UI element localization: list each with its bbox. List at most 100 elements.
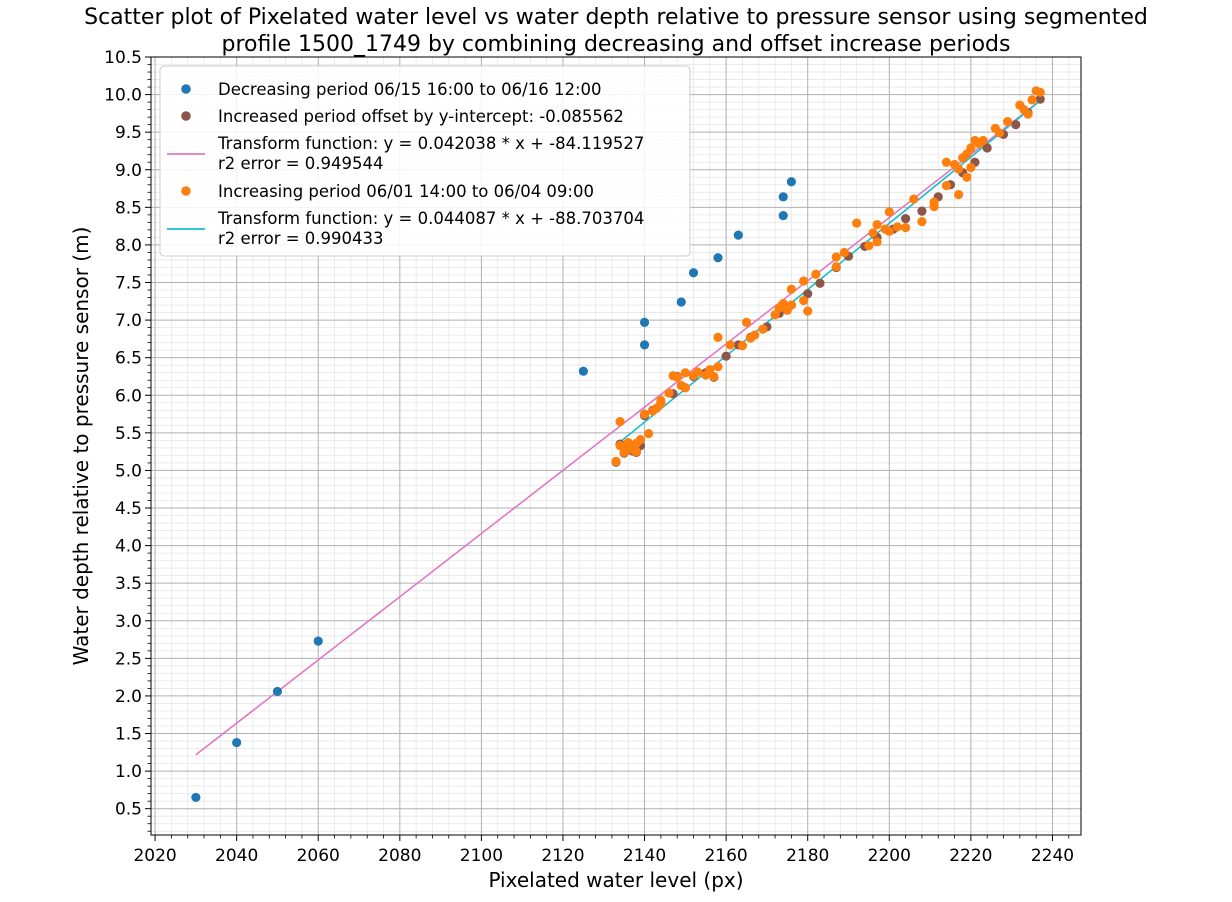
point-series-2 <box>1027 95 1037 105</box>
point-series-2 <box>929 197 939 207</box>
point-series-0 <box>778 211 788 221</box>
legend-label-0: Decreasing period 06/15 16:00 to 06/16 1… <box>218 80 602 99</box>
point-series-2 <box>954 189 964 200</box>
y-tick-labels: 0.5 1.0 1.5 2.0 2.5 3.0 3.5 4.0 4.5 5.0 5.5 6.0 6.5 7… <box>104 48 142 820</box>
legend-label-2-0: Transform function: y = 0.042038 * x + -… <box>217 134 644 153</box>
chart-title: Scatter plot of Pixelated water level vs… <box>0 4 1232 58</box>
point-series-2 <box>994 128 1005 138</box>
point-series-2 <box>778 298 788 309</box>
point-series-2 <box>941 157 951 167</box>
point-series-0 <box>733 230 743 240</box>
point-series-0 <box>191 792 201 803</box>
point-series-2 <box>611 456 621 467</box>
y-tick-label: 10.5 <box>104 48 142 68</box>
axis-ticks <box>145 56 1070 841</box>
point-series-1 <box>803 289 813 299</box>
y-tick-label: 6.0 <box>115 386 142 406</box>
y-tick-label: 6.5 <box>115 349 142 369</box>
point-series-2 <box>884 226 894 236</box>
point-series-2 <box>644 428 654 439</box>
point-series-2 <box>750 330 760 340</box>
point-series-0 <box>313 636 323 646</box>
y-tick-label: 8.0 <box>115 236 142 256</box>
x-tick-label: 2040 <box>215 846 258 866</box>
point-series-2 <box>978 135 988 146</box>
point-series-2 <box>615 416 625 427</box>
point-series-2 <box>635 435 646 445</box>
legend-marker-3 <box>181 186 191 196</box>
point-series-2 <box>1035 87 1045 97</box>
y-tick-label: 0.5 <box>115 800 142 820</box>
y-tick-label: 3.5 <box>115 574 142 594</box>
point-series-2 <box>664 388 674 398</box>
y-tick-label: 8.5 <box>115 198 142 218</box>
y-tick-label: 7.0 <box>115 311 142 331</box>
point-series-2 <box>831 252 841 262</box>
point-series-0 <box>272 686 283 697</box>
x-tick-label: 2020 <box>133 846 176 866</box>
point-series-2 <box>868 228 878 238</box>
point-series-2 <box>839 247 850 258</box>
x-tick-label: 2140 <box>623 846 666 866</box>
y-tick-label: 4.5 <box>115 499 142 519</box>
legend-label-3: Increasing period 06/01 14:00 to 06/04 0… <box>218 182 594 201</box>
point-series-1 <box>917 206 927 216</box>
y-tick-label: 4.0 <box>115 537 142 557</box>
x-tick-labels: 2020 2040 2060 2080 2100 2120 2140 2160 2180 2200… <box>133 846 1074 866</box>
point-series-2 <box>803 306 813 316</box>
point-series-2 <box>713 332 723 342</box>
legend-label-1: Increased period offset by y-intercept: … <box>218 107 624 126</box>
y-tick-label: 1.5 <box>115 725 142 745</box>
point-series-1 <box>721 351 731 361</box>
point-series-0 <box>688 268 699 278</box>
point-series-2 <box>852 218 862 228</box>
point-series-2 <box>758 324 768 334</box>
point-series-2 <box>741 317 752 327</box>
point-series-2 <box>892 222 903 232</box>
point-series-2 <box>901 223 911 233</box>
legend-box <box>159 65 691 257</box>
point-series-2 <box>872 237 882 247</box>
point-series-2 <box>786 300 796 310</box>
point-series-0 <box>778 192 788 202</box>
legend-label-4-0: Transform function: y = 0.044087 * x + -… <box>217 209 644 228</box>
x-tick-label: 2060 <box>297 846 340 866</box>
point-series-2 <box>799 295 809 306</box>
point-series-0 <box>676 297 686 307</box>
point-series-2 <box>909 194 919 204</box>
point-series-2 <box>713 362 723 372</box>
point-series-2 <box>962 172 972 182</box>
point-series-2 <box>656 395 666 406</box>
legend-label-4-1: r2 error = 0.990433 <box>218 229 384 248</box>
y-tick-label: 9.0 <box>115 161 142 181</box>
point-series-2 <box>705 365 715 375</box>
chart-title-line-1: Scatter plot of Pixelated water level vs… <box>84 5 1148 30</box>
point-series-2 <box>884 207 894 217</box>
point-series-2 <box>954 164 964 174</box>
point-series-2 <box>917 217 927 227</box>
legend-marker-0 <box>181 84 191 94</box>
point-series-2 <box>872 220 882 230</box>
y-tick-label: 5.5 <box>115 424 142 444</box>
x-tick-label: 2100 <box>460 846 503 866</box>
point-series-2 <box>623 438 633 448</box>
point-series-0 <box>578 366 588 376</box>
y-tick-label: 2.5 <box>115 649 142 669</box>
point-series-2 <box>811 269 821 279</box>
point-series-2 <box>1002 117 1013 127</box>
point-series-2 <box>864 241 874 251</box>
x-tick-label: 2120 <box>541 846 584 866</box>
point-series-2 <box>799 276 809 286</box>
y-tick-label: 2.0 <box>115 687 142 707</box>
point-series-2 <box>680 368 690 378</box>
point-series-1 <box>901 214 911 224</box>
point-series-2 <box>692 367 703 377</box>
point-series-2 <box>680 383 690 393</box>
point-series-1 <box>815 278 825 288</box>
point-series-2 <box>770 310 780 320</box>
point-series-1 <box>982 143 992 153</box>
fit-line-3 <box>195 103 1037 756</box>
chart-title-line-2: profile 1500_1749 by combining decreasin… <box>221 32 1011 57</box>
point-series-0 <box>786 177 796 187</box>
y-tick-label: 7.5 <box>115 274 142 294</box>
